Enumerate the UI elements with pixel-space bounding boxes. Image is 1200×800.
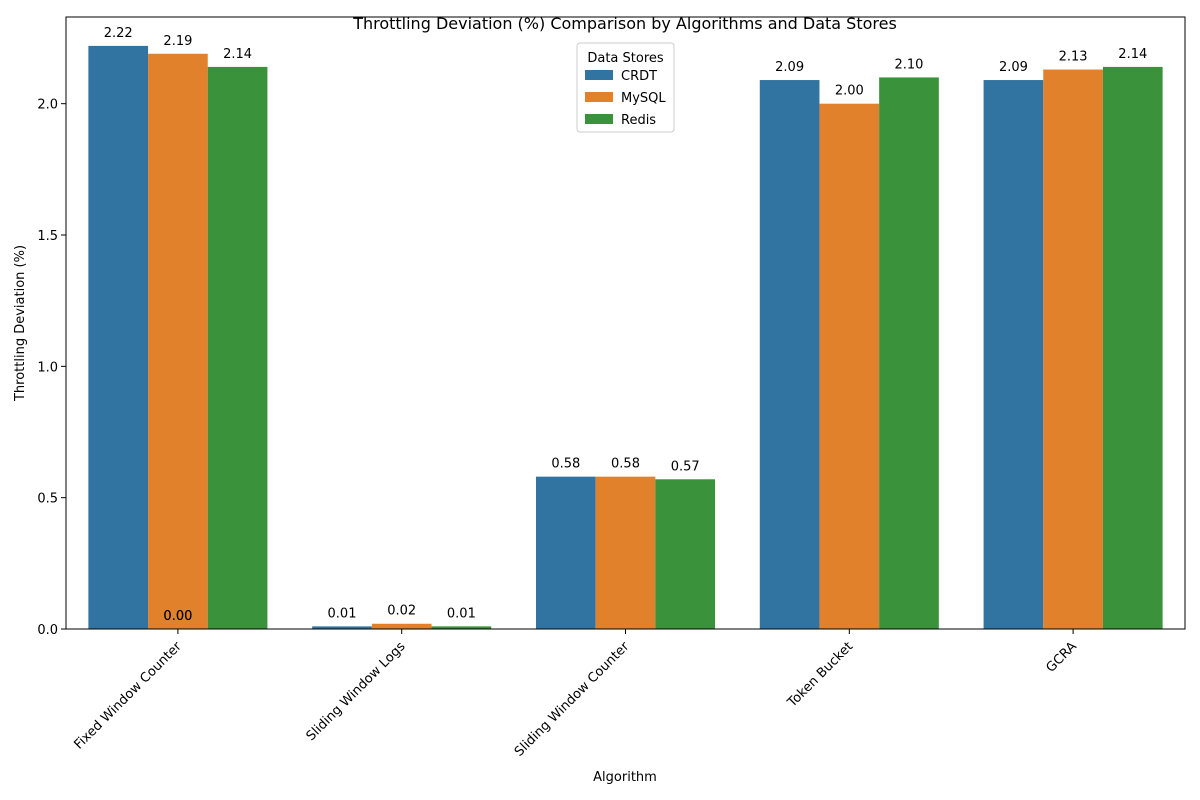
x-tick-label: Token Bucket — [784, 639, 856, 711]
legend-swatch-mysql — [585, 92, 613, 102]
legend-title: Data Stores — [587, 51, 664, 66]
data-label: 0.01 — [328, 606, 357, 621]
data-label: 0.58 — [551, 457, 580, 472]
bar-mysql-3 — [819, 103, 880, 630]
x-axis: Fixed Window Counter Sliding Window Logs S… — [71, 629, 1080, 760]
chart-title: Throttling Deviation (%) Comparison by A… — [352, 14, 897, 33]
data-label: 2.14 — [1118, 47, 1147, 62]
data-label: 2.00 — [835, 84, 864, 99]
data-label: 2.09 — [999, 60, 1028, 75]
y-tick-label: 2.0 — [37, 98, 58, 113]
legend-swatch-crdt — [585, 70, 613, 80]
data-label: 0.01 — [447, 606, 476, 621]
data-label: 0.02 — [387, 604, 416, 619]
bar-mysql-4 — [1043, 69, 1103, 630]
y-axis-label: Throttling Deviation (%) — [13, 245, 28, 402]
bar-crdt-2 — [535, 476, 596, 629]
data-label: 0.57 — [671, 459, 700, 474]
legend-frame — [576, 42, 675, 133]
bar-redis-0 — [207, 66, 268, 629]
x-tick-label: Fixed Window Counter — [71, 639, 185, 753]
bar-redis-4 — [1102, 66, 1163, 629]
legend-label-redis: Redis — [621, 113, 656, 128]
data-label: 2.09 — [775, 60, 804, 75]
bar-redis-2 — [655, 479, 716, 629]
bar-mysql-2 — [595, 476, 656, 629]
data-labels-group: 2.22 2.19 2.14 0.01 0.02 0.01 0.58 0.58 0.57 2.09… — [104, 26, 1148, 624]
data-label: 2.13 — [1059, 50, 1088, 65]
y-tick-label: 0.5 — [37, 492, 58, 507]
x-tick-label: GCRA — [1043, 639, 1080, 676]
x-axis-label: Algorithm — [593, 770, 657, 785]
data-label: 2.10 — [895, 57, 924, 72]
legend-swatch-redis — [585, 114, 613, 124]
data-label: 2.19 — [163, 34, 192, 49]
legend-label-crdt: CRDT — [621, 69, 657, 84]
plot-frame — [65, 16, 1186, 630]
bar-redis-1 — [431, 626, 492, 629]
data-label: 2.22 — [104, 26, 133, 41]
bar-redis-3 — [879, 77, 939, 630]
bar-crdt-0 — [88, 45, 149, 630]
y-tick-label: 1.5 — [37, 229, 58, 244]
y-tick-label: 1.0 — [37, 360, 58, 375]
bars-group — [88, 45, 1163, 630]
bar-mysql-1 — [371, 623, 432, 629]
data-label: 0.58 — [611, 457, 640, 472]
legend-label-mysql: MySQL — [621, 91, 666, 106]
bar-crdt-3 — [759, 80, 820, 629]
bar-mysql-0 — [148, 53, 208, 630]
y-axis: 0.0 0.5 1.0 1.5 2.0 — [37, 98, 66, 638]
x-tick-label: Sliding Window Counter — [512, 639, 633, 760]
zero-data-label: 0.00 — [163, 609, 192, 624]
data-label: 2.14 — [223, 47, 252, 62]
y-tick-label: 0.0 — [37, 623, 58, 638]
bar-crdt-1 — [312, 626, 372, 629]
zero-data-label: 0.00 — [163, 609, 192, 624]
x-tick-label: Sliding Window Logs — [304, 639, 409, 744]
bar-crdt-4 — [983, 80, 1044, 629]
legend: Data Stores CRDT MySQL Redis — [576, 42, 675, 133]
